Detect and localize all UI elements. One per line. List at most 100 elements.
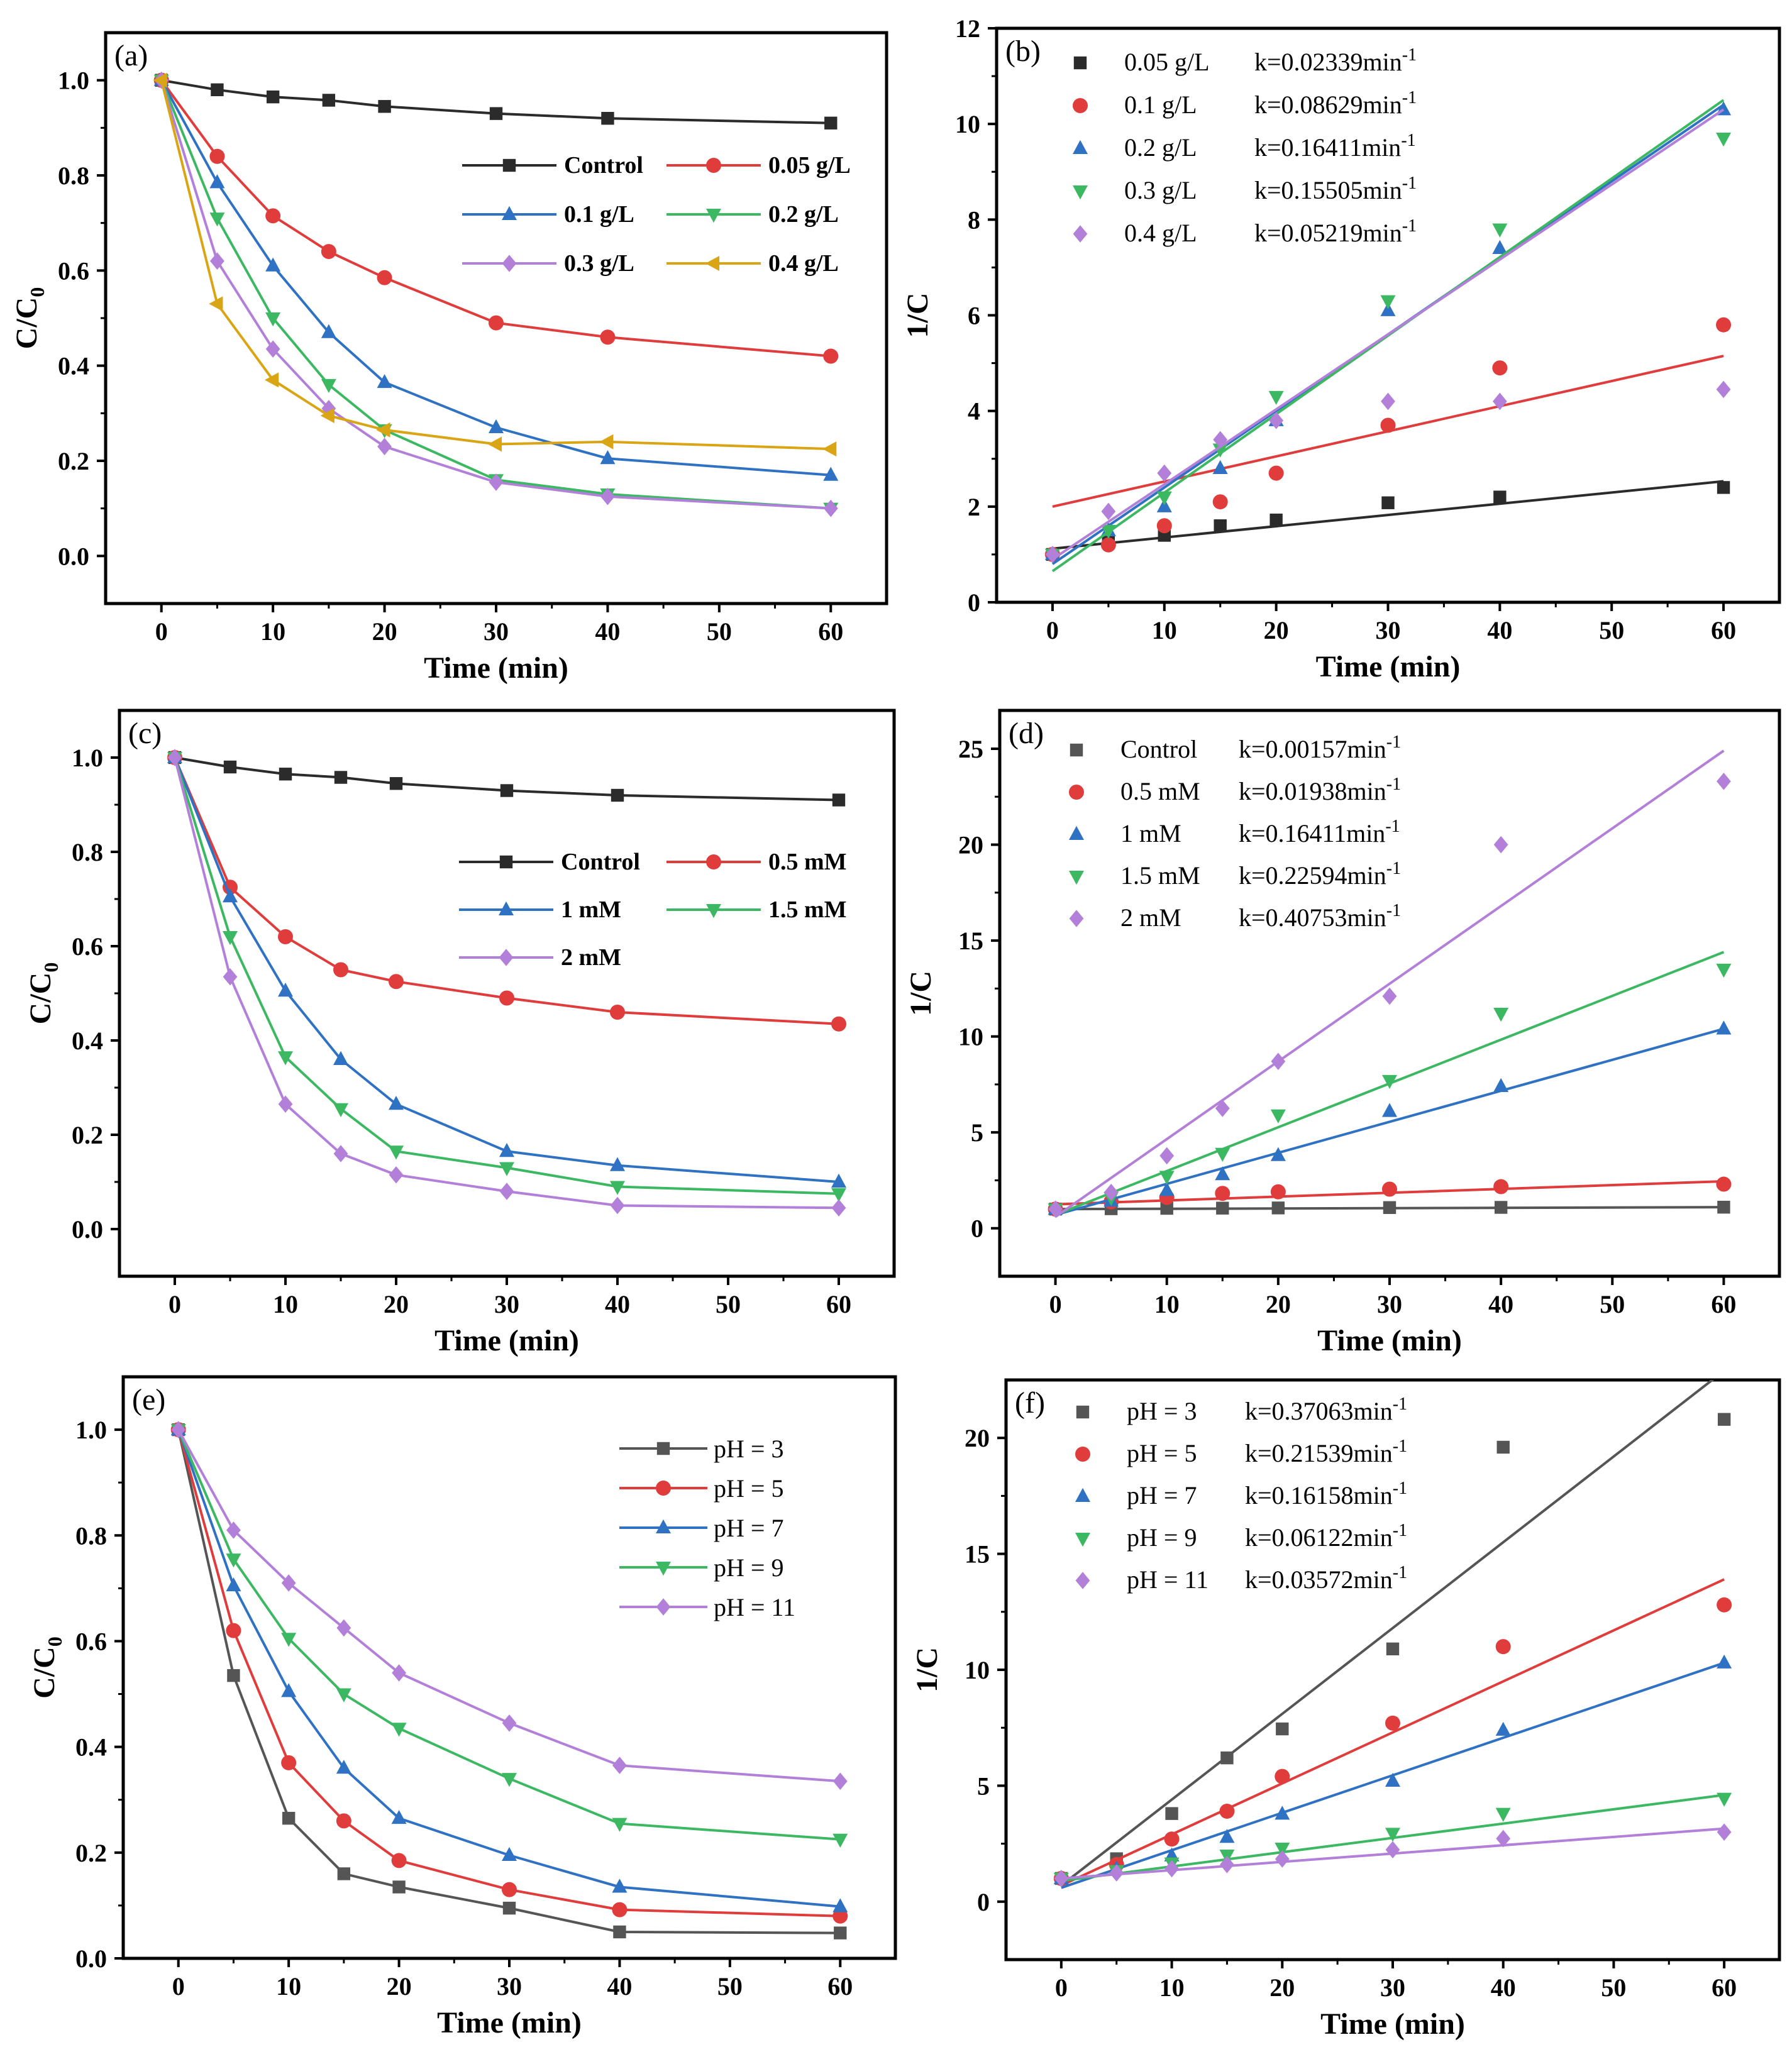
legend-label: pH = 5 [1127,1439,1197,1467]
y-tick-label: 0.8 [58,162,89,190]
data-point [832,1772,848,1790]
data-point [1103,1183,1119,1201]
data-point [499,1183,514,1200]
series-line [177,1429,841,1917]
data-point [211,83,224,96]
y-tick-label: 0.2 [72,1121,103,1149]
legend-marker [1073,98,1088,113]
data-point [502,1846,517,1862]
data-point [223,888,238,903]
x-tick-label: 50 [1601,1973,1626,2002]
data-point [1493,1179,1509,1195]
legend-k-superscript: -1 [1393,1437,1407,1456]
x-tick-label: 60 [818,617,843,646]
chart-panel-a: 0 10 20 30 40 50 60 0.0 0.2 0.4 0.6 0.8 1.0 Time (min… [10,31,888,685]
legend-marker [656,1519,671,1533]
legend-marker [1069,910,1084,927]
legend-label: Control [561,849,640,875]
x-axis-label: Time (min) [437,2006,582,2039]
series-line [160,80,831,451]
data-point [321,244,336,260]
data-point [377,270,392,285]
data-point [1493,1078,1509,1092]
legend-label: 0.4 g/L [1124,219,1197,247]
x-tick-label: 10 [273,1290,298,1318]
data-point [336,1813,351,1829]
x-axis-label: Time (min) [1317,1324,1462,1357]
legend-label: 0.05 g/L [1124,48,1210,76]
data-point [1215,1166,1231,1181]
data-point [1493,1008,1509,1022]
data-point [1716,1020,1732,1035]
x-tick-label: 60 [1711,1290,1736,1318]
data-point [502,1882,517,1897]
legend-marker [1069,785,1084,800]
data-point [1717,1654,1732,1669]
data-point [1165,1807,1178,1820]
data-point [266,90,280,104]
data-point [1156,518,1172,534]
y-axis-label-subscript: 0 [26,287,48,297]
series-line [160,79,831,510]
legend-k-superscript: -1 [1386,775,1401,794]
x-tick-label: 0 [1055,1973,1068,2002]
y-axis-label-subscript: 0 [40,963,62,973]
y-tick-label: 0.6 [58,257,89,285]
data-point [1381,496,1395,509]
y-tick-label: 8 [968,206,980,234]
legend-marker [502,206,517,220]
data-point [502,1773,517,1787]
x-tick-label: 20 [1266,1290,1291,1318]
data-point [489,419,504,434]
data-point [824,116,838,130]
legend-label: 0.3 g/L [1124,176,1197,204]
x-tick-label: 30 [484,617,509,646]
data-point [823,348,839,364]
y-tick-label: 10 [955,110,980,138]
data-point [1717,1413,1731,1426]
chart-panel-e: 0 10 20 30 40 50 60 0.0 0.2 0.4 0.6 0.8 1.0 Time (min… [28,1375,897,2039]
data-point [1215,1147,1231,1162]
data-point [1219,1829,1235,1843]
data-point [1717,481,1730,494]
data-point [1492,240,1508,254]
data-point [282,1811,296,1825]
data-point [500,784,514,797]
y-tick-label: 0 [971,1215,983,1243]
legend-label: pH = 3 [1127,1397,1197,1425]
data-point [1716,132,1732,147]
legend-k-value: k=0.03572min-1 [1245,1563,1407,1594]
data-point [1495,1721,1511,1736]
legend-k-value: k=0.05219min-1 [1254,216,1417,247]
data-point [612,1757,627,1774]
x-tick-label: 50 [1600,1290,1625,1318]
legend-k-value: k=0.15505min-1 [1254,174,1417,204]
data-point [831,1199,846,1217]
legend-marker [502,158,516,172]
legend-k-value: k=0.08629min-1 [1254,88,1417,119]
legend-label: pH = 11 [1127,1565,1208,1594]
data-point [210,252,224,270]
y-tick-label: 0.2 [75,1839,107,1867]
data-point [487,436,502,452]
series-line [177,1429,841,1841]
y-tick-label: 2 [968,493,980,521]
data-point [389,777,403,790]
data-point [334,771,348,784]
legend-label: 2 mM [561,944,621,971]
data-point [1212,460,1228,474]
data-point [223,968,238,986]
data-point [1382,987,1397,1005]
x-tick-label: 20 [1264,616,1289,644]
data-point [389,1166,404,1184]
legend-k-superscript: -1 [1402,174,1417,193]
y-tick-label: 20 [965,1424,990,1452]
y-tick-label: 0.0 [58,542,89,570]
data-point [223,760,237,774]
data-point [389,1096,404,1110]
data-point [1385,1715,1400,1731]
legend-label: 0.3 g/L [564,250,634,277]
data-point [502,1901,516,1915]
data-point [223,931,238,946]
